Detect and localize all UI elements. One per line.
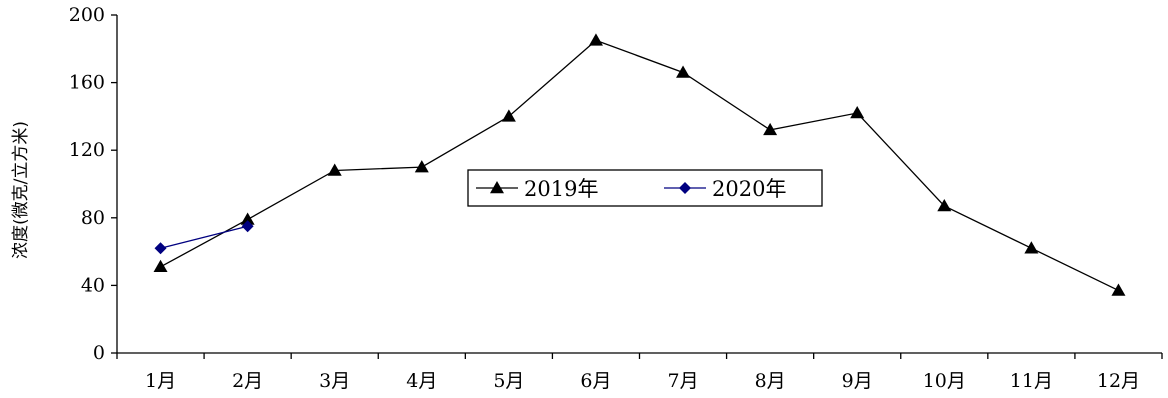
x-tick-label: 10月 [923, 370, 966, 392]
data-point [1111, 283, 1126, 296]
legend-box [467, 169, 823, 207]
y-tick-label: 120 [69, 139, 105, 161]
x-tick-label: 9月 [842, 370, 873, 392]
series-2 [154, 220, 254, 255]
series-layer [153, 33, 1126, 296]
data-point [154, 242, 167, 255]
legend: 2019年 2020年 [467, 169, 823, 207]
data-point [153, 259, 168, 273]
y-axis-title: 浓度(微克/立方米) [11, 121, 31, 259]
x-axis-ticks: 1月 2月 3月 4月 5月 6月 7月 8月 9月 10月 11月 12月 [116, 353, 1163, 392]
data-point [763, 122, 778, 136]
x-tick-label: 12月 [1097, 370, 1140, 392]
data-point [850, 106, 865, 119]
data-point [241, 220, 254, 233]
data-point [937, 198, 952, 212]
data-point [1024, 241, 1039, 254]
data-point [588, 33, 603, 46]
x-tick-label: 8月 [755, 370, 786, 392]
data-point [240, 212, 255, 225]
legend-label: 2019年 [524, 177, 598, 201]
legend-marker [679, 182, 691, 194]
legend-item: 2020年 [664, 177, 786, 201]
series-1 [153, 33, 1126, 296]
data-point [676, 65, 691, 78]
series-line [160, 225, 248, 249]
x-tick-label: 3月 [319, 370, 350, 392]
x-tick-label: 2月 [232, 370, 263, 392]
y-tick-label: 0 [93, 342, 105, 364]
y-tick-label: 80 [81, 207, 105, 229]
legend-marker [490, 181, 504, 194]
y-tick-label: 40 [81, 274, 105, 296]
data-point [501, 109, 516, 122]
data-point [414, 160, 429, 173]
legend-item: 2019年 [476, 177, 598, 201]
x-tick-label: 5月 [493, 370, 524, 392]
series-line [160, 39, 1119, 292]
x-tick-label: 7月 [667, 370, 698, 392]
y-tick-label: 160 [69, 72, 105, 94]
y-axis-ticks: 0 40 80 120 160 200 [69, 4, 117, 364]
x-tick-label: 11月 [1010, 370, 1053, 392]
data-point [327, 163, 342, 176]
x-tick-label: 1月 [145, 370, 176, 392]
legend-label: 2020年 [712, 177, 786, 201]
y-tick-label: 200 [69, 4, 105, 26]
x-tick-label: 6月 [580, 370, 611, 392]
x-tick-label: 4月 [406, 370, 437, 392]
